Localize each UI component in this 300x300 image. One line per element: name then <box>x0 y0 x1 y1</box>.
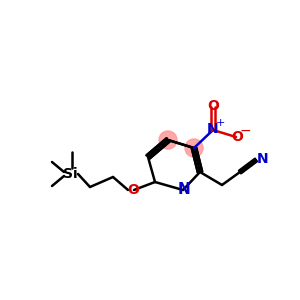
Text: +: + <box>215 118 225 128</box>
Text: N: N <box>178 182 190 197</box>
Text: N: N <box>207 122 219 136</box>
Text: Si: Si <box>63 167 77 181</box>
Text: −: − <box>239 124 251 138</box>
Circle shape <box>159 131 177 149</box>
Text: O: O <box>127 183 139 197</box>
Circle shape <box>185 139 203 157</box>
Text: O: O <box>207 99 219 113</box>
Text: O: O <box>231 130 243 144</box>
Text: N: N <box>257 152 269 166</box>
